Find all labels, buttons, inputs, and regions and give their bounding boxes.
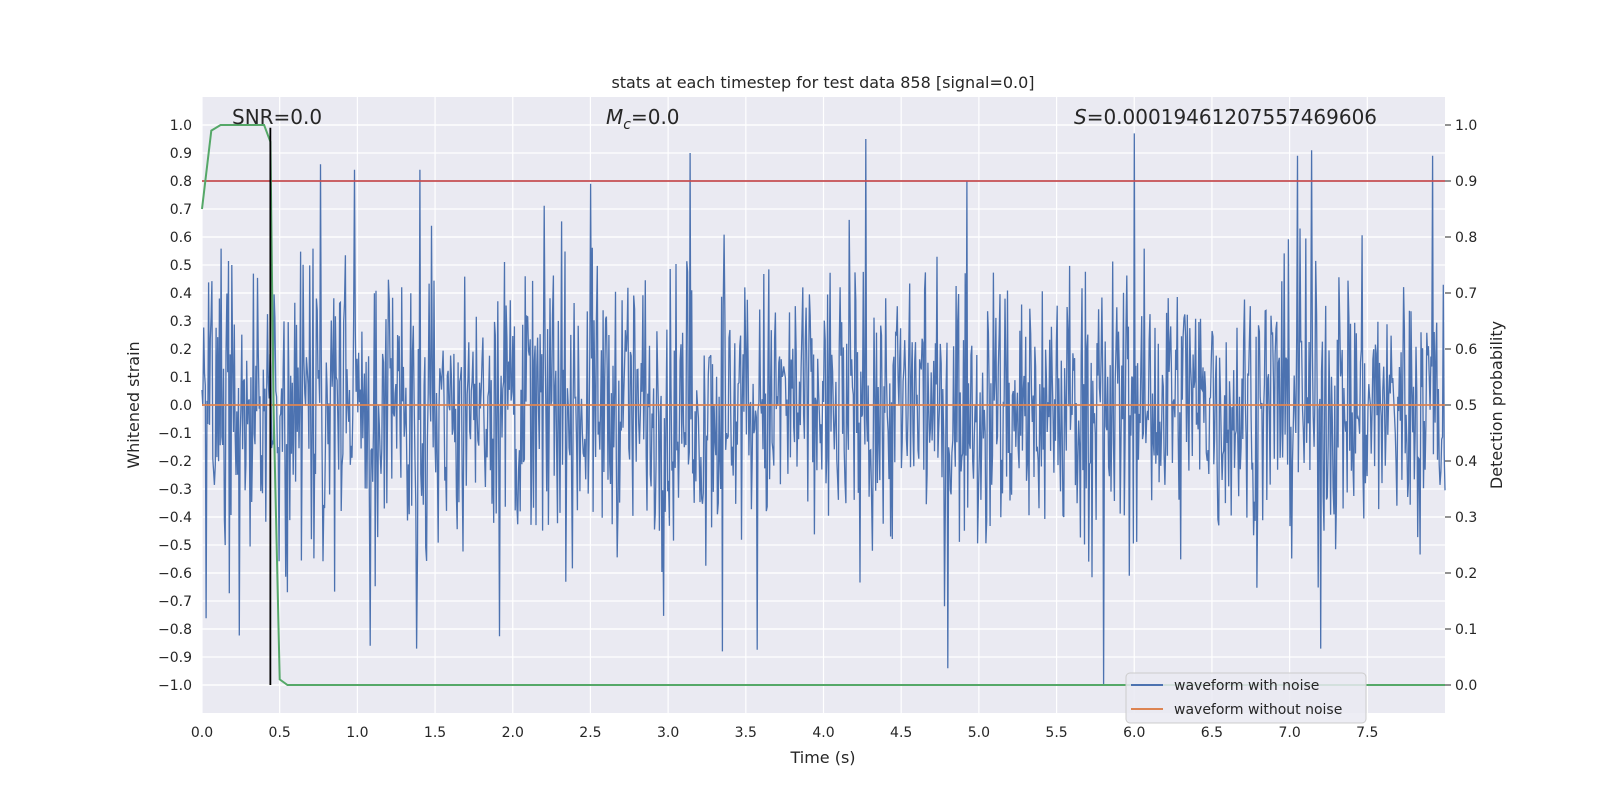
chart-title: stats at each timestep for test data 858… [611, 73, 1034, 92]
y-tick-label-right: 0.2 [1455, 566, 1477, 582]
overlays [201, 124, 1445, 686]
y-tick-label-right: 0.4 [1455, 454, 1477, 470]
y-tick-label-left: 0.1 [170, 370, 192, 386]
waveform-with-noise-line [201, 133, 1446, 686]
y-tick-label-left: 0.3 [170, 314, 192, 330]
legend: waveform with noise waveform without noi… [1125, 672, 1367, 724]
y-tick-label-left: 0.8 [170, 174, 192, 190]
y-tick-label-left: −0.4 [158, 510, 192, 526]
y-tick-label-left: −1.0 [158, 678, 192, 694]
detection-probability-line [201, 124, 1445, 686]
mc-symbol: M [606, 105, 623, 129]
y-tick-label-left: 1.0 [170, 118, 192, 134]
x-tick-label: 4.5 [890, 725, 912, 741]
y-tick-label-right: 0.8 [1455, 230, 1477, 246]
x-tick-label: 4.0 [812, 725, 834, 741]
x-tick-label: 3.0 [657, 725, 679, 741]
y-tick-label-left: −0.2 [158, 454, 192, 470]
x-axis-label: Time (s) [789, 748, 855, 767]
legend-label-noise: waveform with noise [1174, 678, 1319, 694]
s-symbol: S [1074, 105, 1087, 129]
x-tick-label: 0.5 [269, 725, 291, 741]
y-tick-label-left: −0.7 [158, 594, 192, 610]
y-tick-label-right: 0.9 [1455, 174, 1477, 190]
y-tick-label-right: 0.0 [1455, 678, 1477, 694]
x-tick-label: 1.0 [346, 725, 368, 741]
y-tick-label-left: 0.0 [170, 398, 192, 414]
y-tick-label-left: 0.5 [170, 258, 192, 274]
waveform-with-noise-series [201, 133, 1446, 686]
x-tick-label: 5.0 [968, 725, 990, 741]
y-tick-label-left: −0.3 [158, 482, 192, 498]
x-tick-label: 5.5 [1045, 725, 1067, 741]
y-tick-label-left: 0.9 [170, 146, 192, 162]
y-tick-label-left: −0.1 [158, 426, 192, 442]
y-axis-label-right: Detection probability [1487, 321, 1506, 489]
x-tick-label: 1.5 [424, 725, 446, 741]
y-tick-label-left: −0.9 [158, 650, 192, 666]
x-tick-label: 2.5 [579, 725, 601, 741]
y-tick-label-left: 0.4 [170, 286, 192, 302]
mc-annotation: Mc=0.0 [606, 105, 680, 133]
axes: 0.0 0.5 1.0 1.5 2.0 2.5 3.0 3.5 4.0 4.5 5.0 5.5 6.0 6… [158, 118, 1477, 741]
y-tick-label-left: −0.5 [158, 538, 192, 554]
y-tick-label-right: 0.1 [1455, 622, 1477, 638]
x-tick-label: 7.0 [1278, 725, 1300, 741]
y-tick-label-right: 1.0 [1455, 118, 1477, 134]
y-tick-label-right: 0.3 [1455, 510, 1477, 526]
x-tick-label: 2.0 [502, 725, 524, 741]
y-tick-label-left: 0.6 [170, 230, 192, 246]
legend-label-clean: waveform without noise [1174, 702, 1342, 718]
y-tick-label-left: −0.8 [158, 622, 192, 638]
x-tick-label: 3.5 [735, 725, 757, 741]
y-tick-label-left: −0.6 [158, 566, 192, 582]
mc-value: =0.0 [631, 105, 680, 129]
x-tick-label: 0.0 [191, 725, 213, 741]
mc-subscript: c [623, 117, 631, 133]
snr-annotation: SNR=0.0 [232, 105, 322, 129]
legend-box [1125, 672, 1367, 724]
s-annotation: S=0.00019461207557469606 [1074, 105, 1377, 129]
y-tick-label-left: 0.2 [170, 342, 192, 358]
x-tick-label: 7.5 [1356, 725, 1378, 741]
y-tick-label-left: 0.7 [170, 202, 192, 218]
y-tick-label-right: 0.7 [1455, 286, 1477, 302]
y-tick-label-right: 0.5 [1455, 398, 1477, 414]
x-tick-label: 6.5 [1201, 725, 1223, 741]
y-axis-label-left: Whitened strain [124, 341, 143, 468]
x-tick-label: 6.0 [1123, 725, 1145, 741]
y-tick-label-right: 0.6 [1455, 342, 1477, 358]
s-value: =0.00019461207557469606 [1087, 105, 1377, 129]
